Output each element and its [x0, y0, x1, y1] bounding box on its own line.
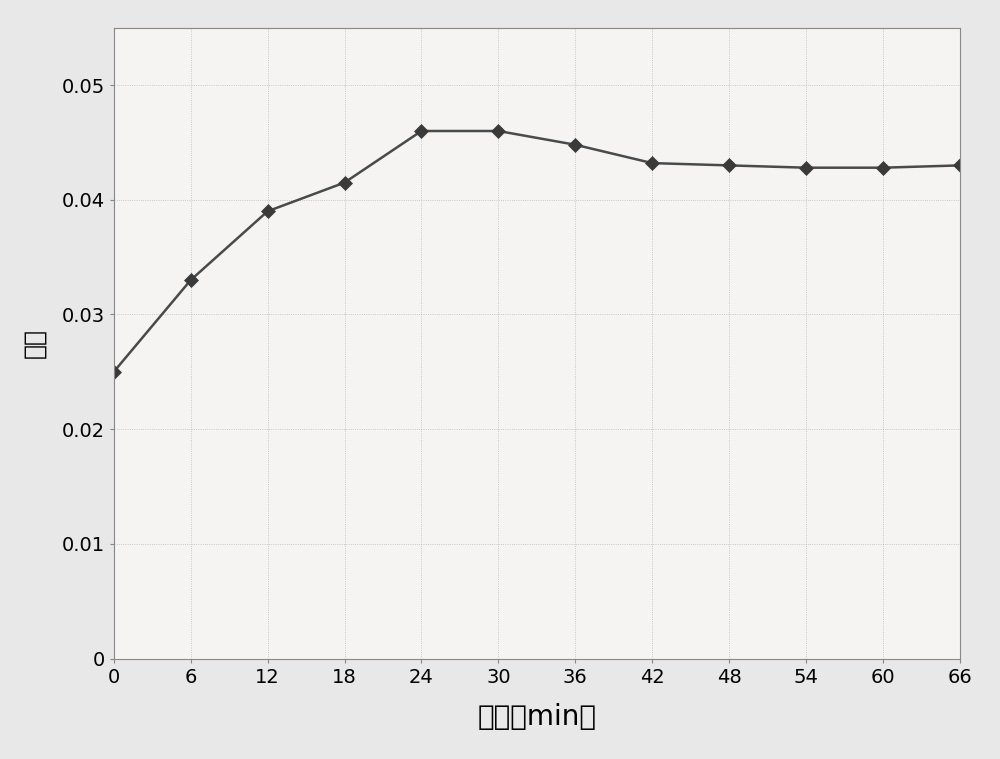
X-axis label: 时间（min）: 时间（min） [477, 704, 596, 731]
Y-axis label: 比例: 比例 [22, 328, 46, 358]
